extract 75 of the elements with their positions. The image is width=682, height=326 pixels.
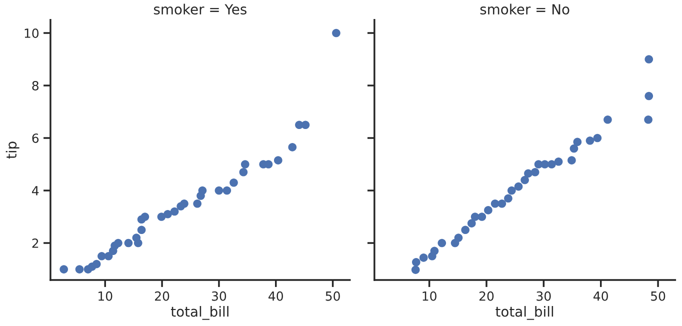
point <box>170 207 179 216</box>
point <box>498 199 506 208</box>
point <box>332 28 340 38</box>
point <box>438 238 446 248</box>
point <box>573 138 582 146</box>
point <box>124 238 133 248</box>
point <box>644 115 652 124</box>
point <box>430 246 439 256</box>
point <box>507 186 516 195</box>
y-tick-label: 10 <box>24 28 39 38</box>
x-tick-label: 10 <box>422 291 436 301</box>
point <box>548 160 556 168</box>
point <box>230 178 238 187</box>
point <box>222 186 232 195</box>
y-tick-label: 8 <box>32 80 38 90</box>
point <box>484 206 492 214</box>
x-axis-title: total_bill <box>496 306 554 320</box>
point <box>137 226 146 234</box>
point <box>570 144 578 153</box>
x-tick-label: 30 <box>212 291 226 301</box>
chart-title: smoker = Yes <box>154 4 246 15</box>
point <box>644 55 654 64</box>
point <box>132 234 141 242</box>
point <box>114 238 122 248</box>
point <box>198 186 207 195</box>
point <box>274 156 282 164</box>
point <box>593 134 602 142</box>
point <box>461 226 470 234</box>
point <box>524 169 532 178</box>
y-tick-label: 4 <box>32 186 39 196</box>
point <box>520 176 529 184</box>
point <box>490 199 500 208</box>
y-tick-label: 6 <box>32 133 39 143</box>
point <box>568 156 576 164</box>
point <box>644 92 654 100</box>
point <box>419 254 428 262</box>
x-tick-label: 10 <box>98 291 112 301</box>
point <box>75 265 84 274</box>
point <box>104 252 113 260</box>
chart-title: smoker = No <box>480 4 570 15</box>
point <box>98 252 106 260</box>
point <box>92 260 101 268</box>
y-tick-label: 2 <box>32 238 38 248</box>
point <box>604 115 612 124</box>
x-tick-label: 40 <box>268 291 283 301</box>
point <box>301 120 310 130</box>
x-tick-label: 20 <box>154 291 170 301</box>
point <box>240 160 250 168</box>
point <box>454 234 463 242</box>
y-axis-title: tip <box>6 142 20 159</box>
point <box>140 212 150 221</box>
point <box>540 160 549 168</box>
x-tick-label: 50 <box>326 291 340 301</box>
point <box>180 199 188 208</box>
point <box>214 186 224 195</box>
point <box>504 194 512 203</box>
x-tick-label: 50 <box>651 291 666 301</box>
point <box>514 182 523 191</box>
x-axis-title: total_bill <box>170 306 228 320</box>
point <box>478 212 486 221</box>
point <box>411 266 420 274</box>
x-tick-label: 20 <box>479 291 494 301</box>
point <box>239 168 248 176</box>
point <box>586 136 594 145</box>
point <box>554 157 563 166</box>
point <box>164 210 172 218</box>
point <box>288 143 297 152</box>
point <box>60 265 68 274</box>
point <box>467 219 476 228</box>
point <box>193 199 202 208</box>
point <box>470 212 480 221</box>
x-tick-label: 30 <box>536 291 551 301</box>
x-tick-label: 40 <box>594 291 608 301</box>
point <box>412 258 420 266</box>
point <box>530 168 540 176</box>
